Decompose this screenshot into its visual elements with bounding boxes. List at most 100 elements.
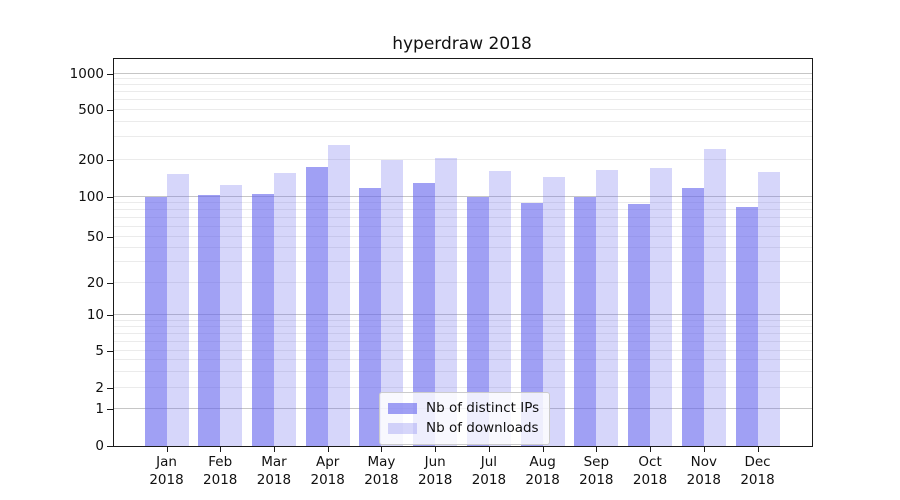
x-tick-mark [327, 447, 329, 452]
x-tick-label-line: Feb [208, 454, 233, 470]
x-tick-label-line: Jun [424, 454, 446, 470]
gridline [114, 108, 812, 110]
x-tick-label-line: 2018 [417, 472, 453, 488]
x-tick-label-line: 2018 [471, 472, 507, 488]
gridline [114, 225, 812, 227]
x-tick-label: Jun 2018 [407, 453, 463, 489]
y-tick-label: 2 [95, 379, 104, 396]
x-tick-label: Aug 2018 [515, 453, 571, 489]
gridline [114, 387, 812, 388]
bar-ips-mar [251, 193, 274, 446]
bar-downloads-mar [273, 173, 296, 446]
gridline [114, 91, 812, 93]
gridline [114, 78, 812, 80]
chart-title: hyperdraw 2018 [392, 34, 532, 54]
x-tick-label: Sep 2018 [568, 453, 624, 489]
gridline [114, 314, 812, 316]
x-tick-label-line: Apr [316, 454, 340, 470]
x-tick-mark [650, 447, 652, 452]
y-tick-label: 5 [95, 342, 104, 359]
bar-downloads-nov [703, 149, 726, 446]
gridline [114, 120, 812, 122]
x-tick-label: Oct 2018 [622, 453, 678, 489]
y-tick-mark [107, 315, 113, 317]
gridline [114, 332, 812, 334]
x-tick-label-line: 2018 [149, 472, 184, 488]
y-tick-mark [107, 159, 113, 161]
x-tick-mark [703, 447, 705, 452]
y-tick-label: 200 [78, 151, 104, 168]
gridline [114, 261, 812, 263]
gridline [114, 202, 812, 204]
y-tick-mark [107, 409, 113, 411]
gridline [114, 84, 812, 86]
bar-downloads-dec [757, 171, 780, 446]
x-tick-label-line: 2018 [310, 472, 345, 488]
x-tick-label-line: Nov [690, 454, 717, 470]
x-tick-mark [596, 447, 598, 452]
plot-area: Nb of distinct IPs Nb of downloads [113, 58, 813, 447]
bar-downloads-may [381, 159, 404, 446]
bar-downloads-feb [220, 185, 243, 446]
x-tick-mark [273, 447, 275, 452]
gridline [114, 340, 812, 342]
gridline [114, 136, 812, 138]
legend-row: Nb of distinct IPs [388, 398, 539, 418]
x-tick-label: Nov 2018 [676, 453, 732, 489]
legend-row: Nb of downloads [388, 418, 539, 438]
bar-downloads-aug [542, 177, 565, 446]
x-tick-label-line: 2018 [364, 472, 399, 488]
x-tick-label: Jul 2018 [461, 453, 517, 489]
gridline [114, 73, 812, 75]
gridline [114, 319, 812, 321]
gridline [114, 196, 812, 198]
bar-ips-nov [681, 187, 704, 446]
bar-ips-jan [144, 197, 167, 446]
y-tick-label: 500 [78, 101, 104, 118]
y-tick-label: 1000 [69, 66, 104, 82]
gridline [114, 350, 812, 351]
bar-ips-dec [735, 206, 758, 446]
bar-ips-jul [466, 197, 489, 446]
bar-ips-aug [520, 202, 543, 446]
y-tick-mark [107, 236, 113, 238]
bar-ips-apr [305, 167, 328, 446]
x-tick-label-line: 2018 [740, 472, 775, 488]
gridline [114, 209, 812, 211]
x-tick-label-line: 2018 [632, 472, 668, 488]
x-tick-mark [220, 447, 222, 452]
bar-ips-jun [413, 183, 436, 446]
gridline [114, 235, 812, 237]
legend-label: Nb of distinct IPs [426, 400, 540, 416]
legend-label: Nb of downloads [426, 420, 539, 436]
gridline [114, 99, 812, 101]
gridline [114, 359, 812, 361]
legend-swatch [388, 422, 417, 434]
y-tick-label: 50 [86, 228, 104, 245]
x-tick-label: Jan 2018 [139, 453, 195, 489]
bar-downloads-apr [327, 145, 350, 446]
y-tick-mark [107, 197, 113, 199]
x-tick-mark [488, 447, 490, 452]
y-tick-mark [107, 109, 113, 111]
bar-downloads-jun [435, 157, 458, 446]
y-tick-mark [107, 387, 113, 389]
x-tick-label: Feb 2018 [192, 453, 248, 489]
x-tick-label-line: Oct [638, 454, 662, 470]
gridline [114, 158, 812, 160]
x-tick-mark [381, 447, 383, 452]
y-tick-mark [107, 350, 113, 352]
y-tick-label: 20 [86, 274, 104, 291]
x-tick-label-line: Jul [480, 454, 498, 470]
gridline [114, 325, 812, 327]
gridline [114, 370, 812, 372]
x-tick-label-line: 2018 [256, 472, 292, 488]
x-tick-label-line: May [367, 454, 396, 470]
gridline [114, 216, 812, 218]
x-tick-label: May 2018 [353, 453, 409, 489]
bar-ips-feb [198, 194, 221, 446]
y-tick-mark [107, 282, 113, 284]
legend-swatch [388, 402, 417, 414]
x-tick-label: Mar 2018 [246, 453, 302, 489]
